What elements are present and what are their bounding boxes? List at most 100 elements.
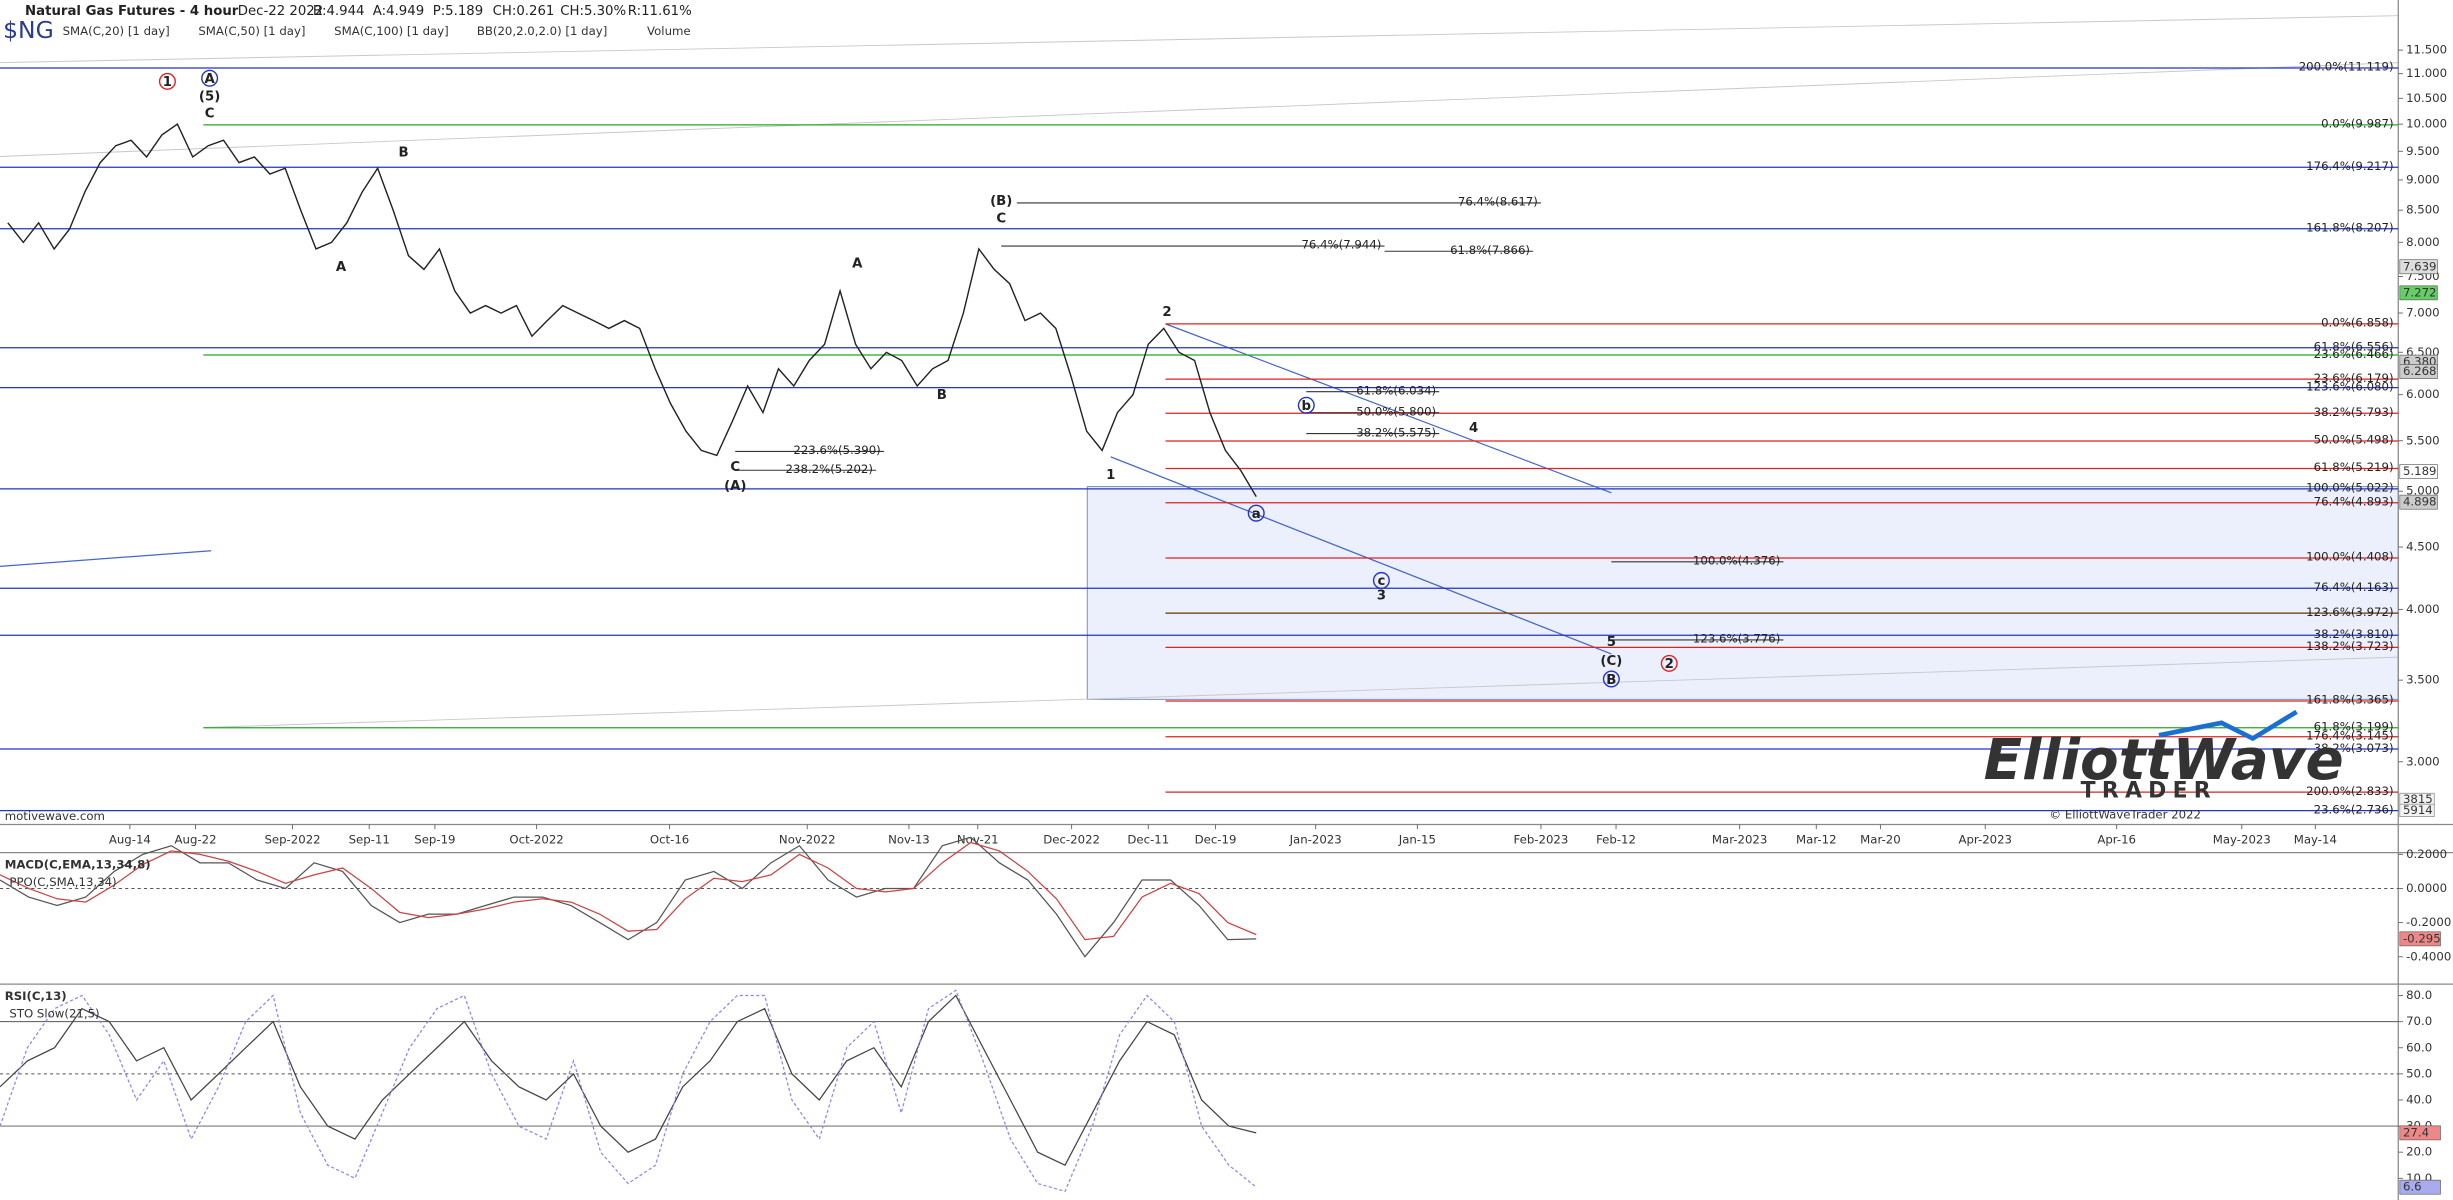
x-tick-label: Dec-19 [1195,833,1237,847]
fib-level-label: 61.8%(5.219) [2314,460,2394,474]
inline-level-label: 76.4%(7.944) [1301,238,1381,252]
header-stat: B:4.944 [313,4,365,19]
wave-label: (5) [199,89,220,104]
wave-label: B [1606,673,1616,688]
last-value-label: 27.4 [2403,1125,2429,1139]
x-tick-label: Nov-13 [888,833,930,847]
fib-level-label: 38.2%(3.810) [2314,627,2394,641]
wave-circle [158,72,176,90]
fib-level-label: 76.4%(4.163) [2314,580,2394,594]
chart-title: Natural Gas Futures - 4 hour [25,4,239,19]
panel-title: RSI(C,13) [5,989,67,1003]
indicator-label: SMA(C,50) [1 day] [198,24,305,38]
wave-label: B [399,146,409,161]
channel-line [203,656,2399,728]
fib-level-label: 176.4%(3.145) [2306,729,2393,743]
inline-level-label: 76.4%(8.617) [1458,195,1538,209]
volume-box [2399,803,2435,817]
wave-label: B [937,388,947,403]
rsi-panel: 80.070.060.050.040.030.020.010.027.46.6 [0,988,2441,1195]
fib-level-label: 176.4%(9.217) [2306,159,2393,173]
price-line [7,123,1257,497]
wave-label: 1 [1106,468,1115,483]
inline-level-label: 50.0%(5.800) [1356,404,1436,418]
indicator-line [0,989,1257,1193]
indicator-line [0,836,1257,958]
x-tick-label: Nov-21 [957,833,999,847]
wave-circle [1660,654,1678,672]
channel-line [0,15,2399,64]
x-tick-label: Apr-2023 [1958,833,2012,847]
projection-box [1086,486,2399,700]
y-tick-label: 50.0 [2406,1066,2432,1080]
fib-level-label: 161.8%(8.207) [2306,220,2393,234]
last-value-label: 7.272 [2403,285,2437,299]
x-tick-label: Sep-19 [414,833,455,847]
header-stat: R:11.61% [628,4,692,19]
y-tick-label: 0.2000 [2406,847,2447,861]
fib-level-label: 161.8%(3.365) [2306,693,2393,707]
y-tick-label: -0.2000 [2406,915,2451,929]
wave-label: (C) [1600,654,1622,669]
wave-label: C [205,106,215,121]
x-tick-label: Feb-12 [1596,833,1636,847]
inline-level-label: 38.2%(5.575) [1356,425,1436,439]
header-stat: CH:0.261 [493,4,555,19]
y-tick-label: 5.000 [2406,484,2440,498]
y-tick-label: 3.500 [2406,673,2440,687]
last-value-box [2399,931,2441,947]
y-tick-label: 11.500 [2406,43,2447,57]
wave-circle [1372,571,1390,589]
y-tick-label: 8.500 [2406,203,2440,217]
wave-circle [1247,504,1265,522]
last-value-label: -0.295 [2403,931,2441,945]
y-tick-label: 10.500 [2406,91,2447,105]
y-tick-label: 0.0000 [2406,881,2447,895]
x-tick-label: Oct-16 [650,833,689,847]
fib-level-label: 23.6%(2.736) [2314,802,2394,816]
logo: ElliottWave [1984,728,2344,793]
x-tick-label: Dec-2022 [1043,833,1100,847]
indicator-label: Volume [647,24,691,38]
panel-subtitle: PPO(C,SMA,13,34) [9,875,116,889]
logo-sub: TRADER [2081,779,2217,804]
y-tick-label: 60.0 [2406,1040,2432,1054]
last-value-box [2399,259,2438,275]
last-value-box [2399,364,2438,379]
x-tick-label: Oct-2022 [509,833,563,847]
panel-subtitle: STO Slow(21,5) [9,1006,99,1020]
inline-level-label: 61.8%(6.034) [1356,383,1436,397]
fib-level-label: 100.0%(5.022) [2306,481,2393,495]
y-tick-label: 40.0 [2406,1092,2432,1106]
fib-level-label: 38.2%(5.793) [2314,405,2394,419]
y-tick-label: -0.4000 [2406,949,2451,963]
x-tick-label: Mar-12 [1796,833,1837,847]
fib-level-label: 76.4%(4.893) [2314,494,2394,508]
wave-label: 1 [163,75,172,90]
last-value-box [2399,285,2438,301]
inline-level-label: 238.2%(5.202) [786,462,873,476]
y-tick-label: 7.000 [2406,306,2440,320]
indicator-label: SMA(C,100) [1 day] [334,24,449,38]
wave-label: 3 [1377,588,1386,603]
wave-label: C [730,460,740,475]
last-value-label: 7.639 [2403,259,2437,273]
fib-level-label: 100.0%(4.408) [2306,550,2393,564]
x-tick-label: May-14 [2294,833,2337,847]
x-tick-label: Sep-2022 [264,833,320,847]
header-stat: P:5.189 [433,4,484,19]
wave-label: b [1302,399,1312,414]
x-tick-label: Jan-2023 [1289,833,1342,847]
trend-line [1165,323,1612,494]
panel-title: MACD(C,EMA,13,34,8) [5,858,151,872]
wave-label: (A) [724,479,746,494]
wave-label: 2 [1162,305,1171,320]
fib-level-label: 23.6%(6.466) [2314,347,2394,361]
source: motivewave.com [5,809,105,823]
y-tick-label: 8.000 [2406,235,2440,249]
fib-level-label: 0.0%(6.858) [2321,316,2393,330]
fib-level-label: 138.2%(3.723) [2306,639,2393,653]
wave-circle [1297,396,1315,414]
